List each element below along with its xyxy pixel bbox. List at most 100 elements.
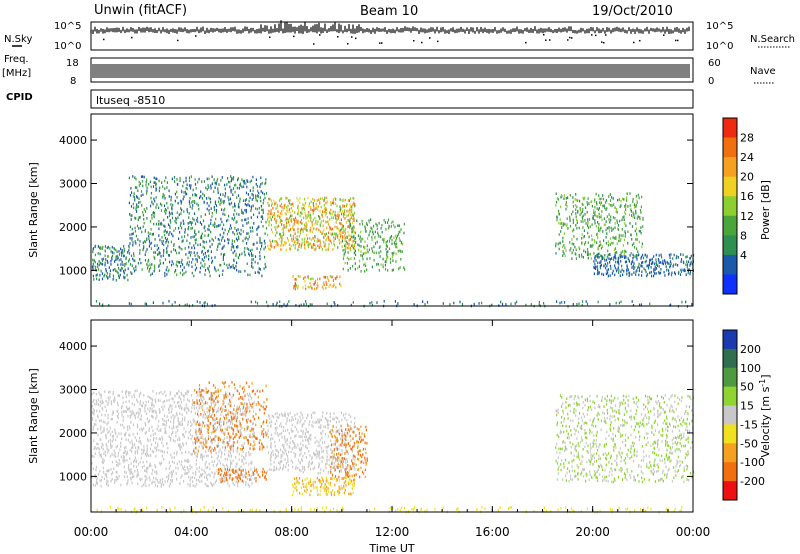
heatmap-cell bbox=[191, 226, 193, 230]
heatmap-cell bbox=[173, 451, 175, 455]
heatmap-cell bbox=[241, 208, 243, 212]
heatmap-cell bbox=[92, 262, 94, 266]
heatmap-cell bbox=[559, 301, 561, 305]
heatmap-cell bbox=[221, 220, 223, 224]
heatmap-cell bbox=[218, 200, 220, 204]
heatmap-cell bbox=[555, 204, 557, 207]
heatmap-cell bbox=[142, 241, 144, 245]
heatmap-cell bbox=[331, 275, 333, 279]
heatmap-cell bbox=[348, 257, 350, 261]
heatmap-cell bbox=[218, 468, 220, 471]
heatmap-cell bbox=[623, 255, 625, 258]
heatmap-cell bbox=[144, 453, 146, 456]
heatmap-cell bbox=[204, 225, 206, 228]
heatmap-cell bbox=[223, 420, 225, 424]
heatmap-cell bbox=[625, 260, 628, 264]
heatmap-cell bbox=[126, 483, 128, 486]
heatmap-cell bbox=[211, 447, 213, 451]
heatmap-cell bbox=[130, 254, 133, 258]
heatmap-cell bbox=[178, 400, 180, 404]
heatmap-cell bbox=[93, 278, 95, 281]
heatmap-cell bbox=[96, 409, 98, 413]
heatmap-cell bbox=[115, 470, 117, 474]
heatmap-cell bbox=[684, 268, 686, 271]
heatmap-cell bbox=[186, 472, 188, 475]
heatmap-cell bbox=[232, 187, 235, 190]
heatmap-cell bbox=[179, 482, 181, 485]
heatmap-cell bbox=[215, 204, 218, 207]
heatmap-cell bbox=[616, 268, 618, 271]
heatmap-cell bbox=[238, 237, 240, 240]
heatmap-cell bbox=[342, 215, 344, 218]
heatmap-cell bbox=[603, 204, 605, 207]
heatmap-cell bbox=[345, 245, 347, 249]
heatmap-cell bbox=[203, 180, 205, 183]
heatmap-cell bbox=[113, 449, 115, 453]
heatmap-cell bbox=[271, 204, 273, 208]
heatmap-cell bbox=[131, 227, 133, 231]
heatmap-cell bbox=[141, 204, 143, 207]
heatmap-cell bbox=[245, 469, 247, 473]
heatmap-cell bbox=[290, 244, 292, 248]
heatmap-cell bbox=[250, 478, 252, 481]
heatmap-cell bbox=[199, 428, 201, 431]
heatmap-cell bbox=[332, 279, 334, 282]
heatmap-cell bbox=[224, 194, 226, 198]
heatmap-cell bbox=[210, 218, 212, 222]
heatmap-cell bbox=[230, 462, 232, 466]
heatmap-cell bbox=[221, 227, 223, 231]
heatmap-cell bbox=[245, 198, 247, 201]
heatmap-cell bbox=[210, 207, 212, 210]
heatmap-cell bbox=[330, 201, 332, 204]
heatmap-cell bbox=[626, 199, 628, 202]
heatmap-cell bbox=[161, 242, 163, 245]
heatmap-cell bbox=[341, 227, 343, 231]
heatmap-cell bbox=[234, 209, 236, 212]
heatmap-cell bbox=[323, 240, 325, 244]
heatmap-cell bbox=[600, 226, 602, 230]
heatmap-cell bbox=[163, 451, 165, 454]
heatmap-cell bbox=[335, 286, 337, 289]
heatmap-cell bbox=[230, 422, 232, 425]
heatmap-cell bbox=[640, 205, 642, 209]
heatmap-cell bbox=[344, 248, 346, 252]
heatmap-cell bbox=[239, 409, 241, 413]
heatmap-cell bbox=[206, 427, 208, 430]
heatmap-cell bbox=[115, 445, 117, 449]
heatmap-cell bbox=[572, 196, 574, 199]
heatmap-cell bbox=[686, 263, 689, 266]
heatmap-cell bbox=[352, 221, 354, 225]
heatmap-cell bbox=[383, 218, 385, 222]
heatmap-cell bbox=[201, 433, 203, 437]
heatmap-cell bbox=[600, 246, 603, 250]
heatmap-cell bbox=[222, 246, 224, 249]
heatmap-cell bbox=[161, 454, 163, 458]
heatmap-cell bbox=[624, 212, 627, 216]
heatmap-cell bbox=[596, 203, 598, 206]
heatmap-cell bbox=[597, 235, 599, 238]
heatmap-cell bbox=[149, 438, 151, 442]
heatmap-cell bbox=[285, 225, 287, 229]
heatmap-cell bbox=[265, 227, 268, 230]
heatmap-cell bbox=[213, 391, 215, 395]
heatmap-cell bbox=[354, 231, 356, 235]
heatmap-cell bbox=[247, 221, 249, 224]
heatmap-cell bbox=[258, 416, 260, 420]
heatmap-cell bbox=[604, 206, 606, 210]
heatmap-cell bbox=[235, 252, 237, 256]
heatmap-cell bbox=[260, 199, 262, 203]
heatmap-cell bbox=[118, 276, 120, 279]
heatmap-cell bbox=[286, 302, 289, 306]
heatmap-cell bbox=[182, 433, 184, 436]
heatmap-cell bbox=[370, 218, 372, 221]
heatmap-cell bbox=[582, 256, 584, 259]
heatmap-cell bbox=[558, 233, 560, 236]
heatmap-cell bbox=[264, 263, 266, 266]
heatmap-cell bbox=[152, 433, 154, 436]
heatmap-cell bbox=[138, 180, 140, 184]
heatmap-cell bbox=[603, 223, 605, 227]
heatmap-cell bbox=[95, 468, 97, 472]
heatmap-cell bbox=[175, 216, 177, 220]
heatmap-cell bbox=[166, 181, 168, 184]
heatmap-cell bbox=[227, 402, 229, 406]
